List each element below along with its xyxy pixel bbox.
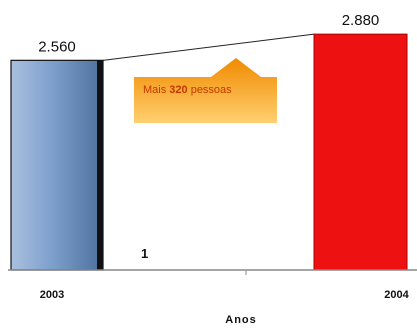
x-axis-title: Anos bbox=[225, 314, 257, 326]
bar-2003 bbox=[10, 59, 104, 271]
annotation-number: 320 bbox=[169, 84, 187, 96]
increase-annotation: Mais 320 pessoas bbox=[134, 58, 277, 123]
annotation-prefix: Mais bbox=[143, 84, 169, 96]
stray-label: 1 bbox=[141, 246, 148, 261]
x-tick-label-2003: 2003 bbox=[40, 289, 64, 301]
value-label-2003: 2.560 bbox=[38, 38, 76, 55]
annotation-suffix: pessoas bbox=[188, 84, 233, 96]
x-tick-label-2004: 2004 bbox=[384, 289, 409, 301]
trend-connector-line bbox=[102, 33, 315, 61]
bar-2004 bbox=[313, 33, 408, 271]
annotation-text: Mais 320 pessoas bbox=[143, 84, 232, 96]
bar-2003-shadow bbox=[97, 60, 103, 270]
up-arrow-icon bbox=[134, 58, 277, 123]
value-label-2004: 2.880 bbox=[342, 12, 380, 29]
